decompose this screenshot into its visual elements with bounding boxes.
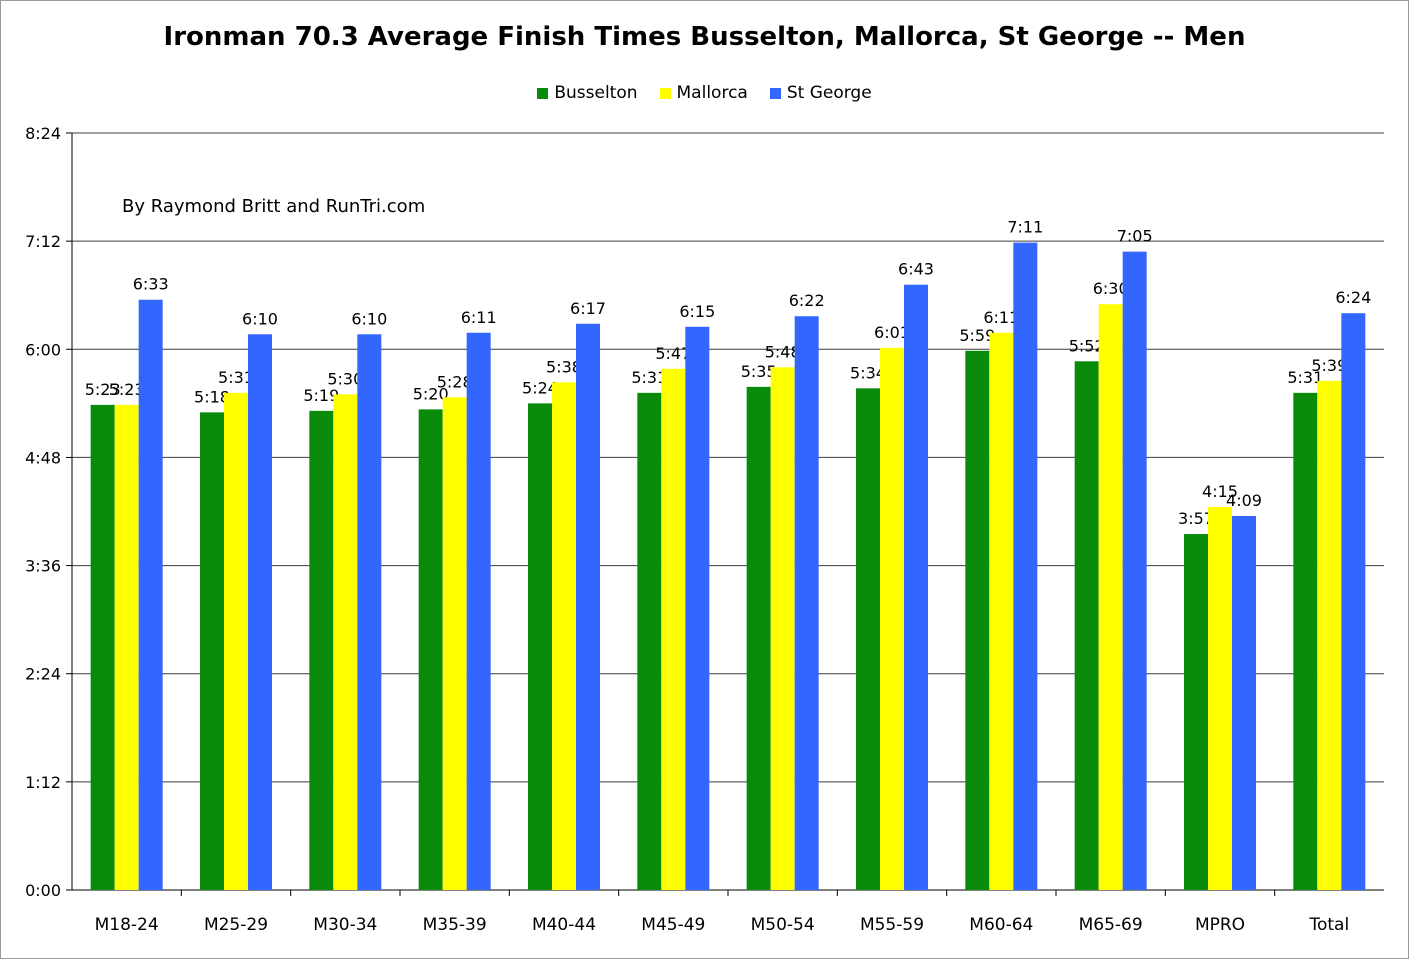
data-label: 7:05 (1117, 227, 1153, 246)
bar-st-george (1232, 516, 1256, 890)
x-tick-label: M55-59 (860, 915, 924, 935)
bar-busselton (1184, 534, 1208, 890)
x-tick-label: M60-64 (969, 915, 1033, 935)
y-tick-label: 8:24 (25, 124, 61, 143)
y-tick-label: 3:36 (25, 557, 61, 576)
bar-mallorca (989, 333, 1013, 890)
bar-busselton (200, 412, 224, 890)
x-tick-label: MPRO (1195, 915, 1245, 935)
x-tick-label: M25-29 (204, 915, 268, 935)
bar-busselton (528, 403, 552, 890)
data-label: 6:10 (242, 309, 278, 328)
bar-busselton (965, 351, 989, 890)
data-label: 6:10 (351, 309, 387, 328)
bar-st-george (904, 285, 928, 890)
bar-st-george (1123, 252, 1147, 890)
bar-busselton (419, 409, 443, 890)
data-label: 7:11 (1007, 218, 1043, 237)
bar-busselton (747, 387, 771, 890)
bar-st-george (685, 327, 709, 890)
bar-busselton (1293, 393, 1317, 890)
bar-busselton (856, 388, 880, 890)
bar-mallorca (552, 382, 576, 890)
y-tick-label: 6:00 (25, 340, 61, 359)
data-label: 6:33 (133, 275, 169, 294)
x-tick-label: M45-49 (641, 915, 705, 935)
y-tick-label: 2:24 (25, 665, 61, 684)
bar-busselton (309, 411, 333, 890)
data-label: 6:24 (1335, 288, 1371, 307)
data-label: 6:17 (570, 299, 606, 318)
chart-annotation: By Raymond Britt and RunTri.com (122, 196, 425, 217)
bar-busselton (1075, 361, 1099, 890)
x-tick-label: M30-34 (313, 915, 377, 935)
bar-busselton (637, 393, 661, 890)
bar-st-george (576, 324, 600, 890)
bar-mallorca (1208, 507, 1232, 890)
bar-mallorca (224, 393, 248, 890)
x-tick-label: Total (1308, 915, 1349, 935)
data-label: 6:11 (461, 308, 497, 327)
bar-mallorca (1099, 304, 1123, 890)
bar-st-george (357, 334, 381, 890)
data-label: 6:15 (679, 302, 715, 321)
data-label: 6:43 (898, 260, 934, 279)
bar-mallorca (333, 394, 357, 890)
y-tick-label: 7:12 (25, 232, 61, 251)
data-label: 6:22 (789, 291, 825, 310)
bar-st-george (1013, 243, 1037, 890)
bar-mallorca (661, 369, 685, 890)
y-tick-label: 0:00 (25, 881, 61, 900)
bar-st-george (467, 333, 491, 890)
bar-st-george (248, 334, 272, 890)
bar-busselton (91, 405, 115, 890)
bar-mallorca (115, 405, 139, 890)
bar-mallorca (443, 397, 467, 890)
x-tick-label: M40-44 (532, 915, 596, 935)
x-tick-label: M65-69 (1079, 915, 1143, 935)
y-tick-label: 4:48 (25, 448, 61, 467)
data-label: 4:09 (1226, 491, 1262, 510)
x-tick-label: M18-24 (95, 915, 159, 935)
y-tick-label: 1:12 (25, 773, 61, 792)
x-tick-label: M50-54 (751, 915, 815, 935)
bar-mallorca (880, 348, 904, 890)
bar-mallorca (771, 367, 795, 890)
bar-st-george (139, 300, 163, 890)
bar-mallorca (1317, 381, 1341, 890)
bar-st-george (1341, 313, 1365, 890)
x-tick-label: M35-39 (423, 915, 487, 935)
bar-st-george (795, 316, 819, 890)
